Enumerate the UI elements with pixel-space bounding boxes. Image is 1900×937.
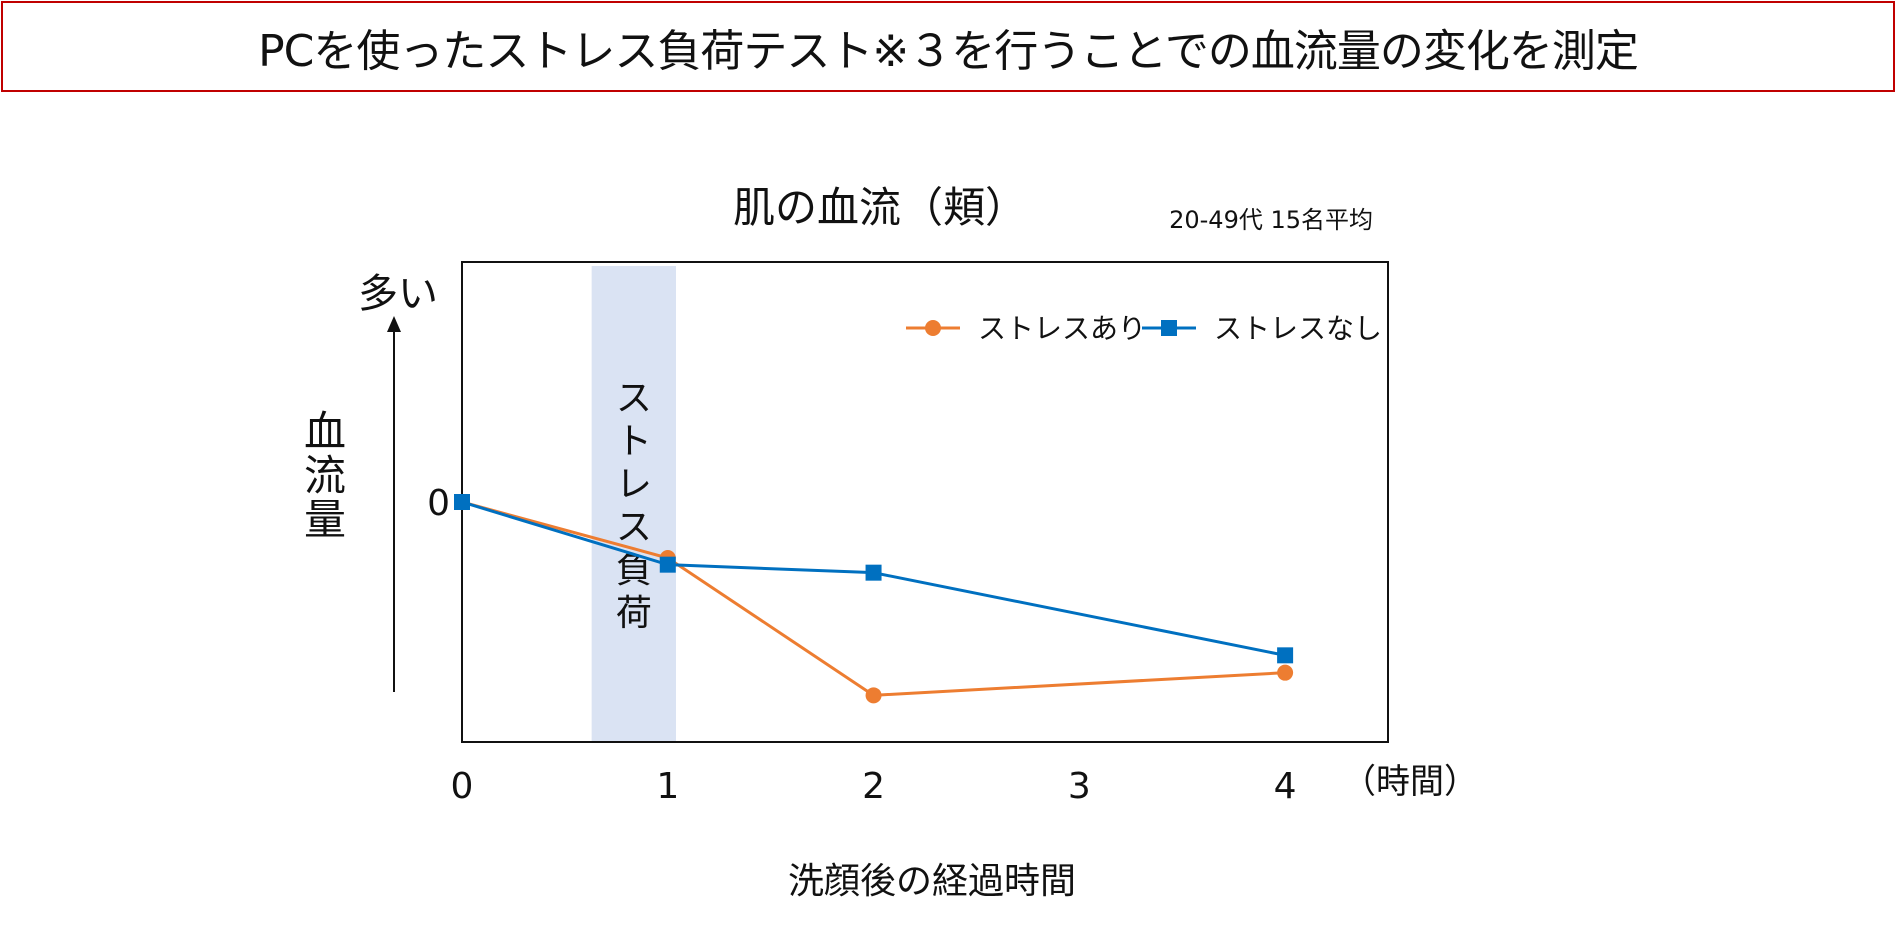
- x-tick-label: 3: [1068, 766, 1091, 807]
- series-line-1: [461, 500, 1286, 657]
- legend-marker-1: [1161, 320, 1177, 336]
- x-tick-label: 4: [1274, 766, 1297, 807]
- page-title-banner: PCを使ったストレス負荷テスト※３を行うことでの血流量の変化を測定: [1, 1, 1895, 92]
- data-point-1: [865, 564, 882, 581]
- y-top-label: 多い: [358, 271, 438, 317]
- legend-marker-0: [925, 320, 941, 336]
- data-point-1: [1277, 647, 1294, 664]
- stress-load-region: [591, 266, 677, 742]
- y-axis-arrow-icon: [387, 316, 401, 332]
- x-axis-label: 洗顔後の経過時間: [788, 861, 1076, 902]
- x-tick-labels: 0 1 2 3 4: [451, 766, 1297, 807]
- x-tick-label: 0: [451, 766, 474, 807]
- data-point-0: [865, 687, 882, 704]
- y-axis-label: 血流量: [304, 407, 346, 544]
- x-tick-label: 1: [656, 766, 679, 807]
- chart-subtitle: 20-49代 15名平均: [1169, 206, 1373, 234]
- legend-label-0: ストレスあり: [978, 312, 1146, 345]
- legend-label-1: ストレスなし: [1214, 312, 1382, 345]
- y-tick-labels: 0: [427, 483, 450, 524]
- x-tick-label: 2: [862, 766, 885, 807]
- x-unit-label: （時間）: [1342, 762, 1478, 802]
- data-point-1: [659, 556, 676, 573]
- data-point-1: [454, 494, 470, 510]
- y-tick-label: 0: [427, 483, 450, 524]
- page-title: PCを使ったストレス負荷テスト※３を行うことでの血流量の変化を測定: [258, 25, 1639, 77]
- series-line-0: [461, 500, 1286, 697]
- series-layer: [454, 494, 1294, 704]
- stress-load-label: ストレス負荷: [616, 378, 652, 634]
- chart-title: 肌の血流（頬）: [733, 183, 1027, 232]
- data-point-0: [1277, 664, 1294, 681]
- legend: ストレスあり ストレスなし: [906, 312, 1382, 345]
